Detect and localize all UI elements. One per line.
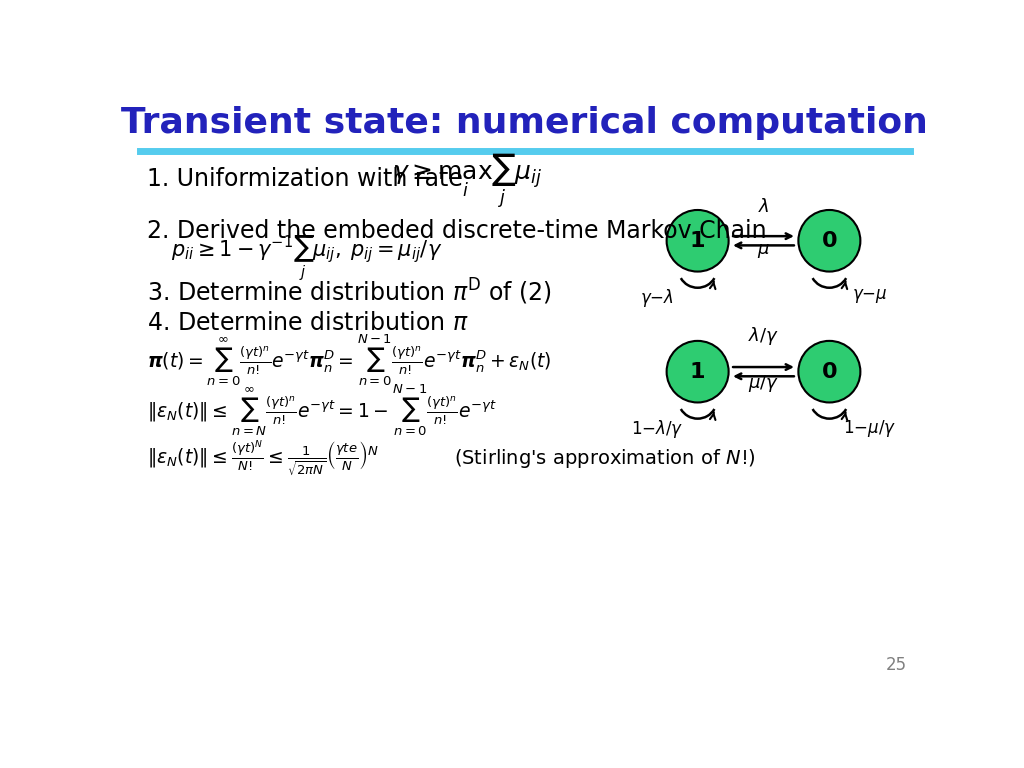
Text: $\lambda$: $\lambda$ (758, 198, 769, 216)
Circle shape (799, 210, 860, 272)
Circle shape (667, 341, 729, 402)
Text: $\gamma \geq \max_i \sum_j \mu_{ij}$: $\gamma \geq \max_i \sum_j \mu_{ij}$ (391, 152, 542, 211)
Text: $\gamma{-}\lambda$: $\gamma{-}\lambda$ (640, 287, 674, 309)
Text: Transient state: numerical computation: Transient state: numerical computation (122, 106, 928, 140)
Text: 0: 0 (821, 362, 838, 382)
Text: $\|\varepsilon_N(t)\| \leq \frac{(\gamma t)^N}{N!} \leq \frac{1}{\sqrt{2\pi N}} : $\|\varepsilon_N(t)\| \leq \frac{(\gamma… (147, 439, 380, 478)
Text: $p_{ii} \geq 1 - \gamma^{-1} \sum_j \mu_{ij},\; p_{ij} = \mu_{ij}/\gamma$: $p_{ii} \geq 1 - \gamma^{-1} \sum_j \mu_… (171, 233, 442, 283)
Text: 4. Determine distribution $\pi$: 4. Determine distribution $\pi$ (147, 311, 469, 335)
Text: $\mu/\gamma$: $\mu/\gamma$ (748, 373, 779, 394)
Text: 1: 1 (690, 230, 706, 251)
Text: 2. Derived the embeded discrete-time Markov Chain: 2. Derived the embeded discrete-time Mar… (147, 219, 767, 243)
Text: 3. Determine distribution $\pi^{\mathrm{D}}$ of (2): 3. Determine distribution $\pi^{\mathrm{… (147, 277, 552, 307)
Text: 25: 25 (886, 657, 907, 674)
Text: 1: 1 (690, 362, 706, 382)
Text: $\|\varepsilon_N(t)\| \leq \sum_{n=N}^{\infty} \frac{(\gamma t)^n}{n!} e^{-\gamm: $\|\varepsilon_N(t)\| \leq \sum_{n=N}^{\… (147, 382, 498, 438)
Text: $\lambda/\gamma$: $\lambda/\gamma$ (748, 325, 779, 347)
Circle shape (667, 210, 729, 272)
Text: $1{-}\mu/\gamma$: $1{-}\mu/\gamma$ (843, 418, 896, 439)
Text: $\gamma{-}\mu$: $\gamma{-}\mu$ (852, 287, 888, 305)
Text: 1. Uniformization with rate: 1. Uniformization with rate (147, 167, 463, 191)
Text: (Stirling's approximation of $N$!): (Stirling's approximation of $N$!) (454, 447, 756, 470)
Text: $\boldsymbol{\pi}(t) = \sum_{n=0}^{\infty} \frac{(\gamma t)^n}{n!} e^{-\gamma t}: $\boldsymbol{\pi}(t) = \sum_{n=0}^{\inft… (147, 333, 552, 388)
Circle shape (799, 341, 860, 402)
Text: $1{-}\lambda/\gamma$: $1{-}\lambda/\gamma$ (631, 418, 684, 440)
Text: $\mu$: $\mu$ (757, 243, 770, 260)
Text: 0: 0 (821, 230, 838, 251)
